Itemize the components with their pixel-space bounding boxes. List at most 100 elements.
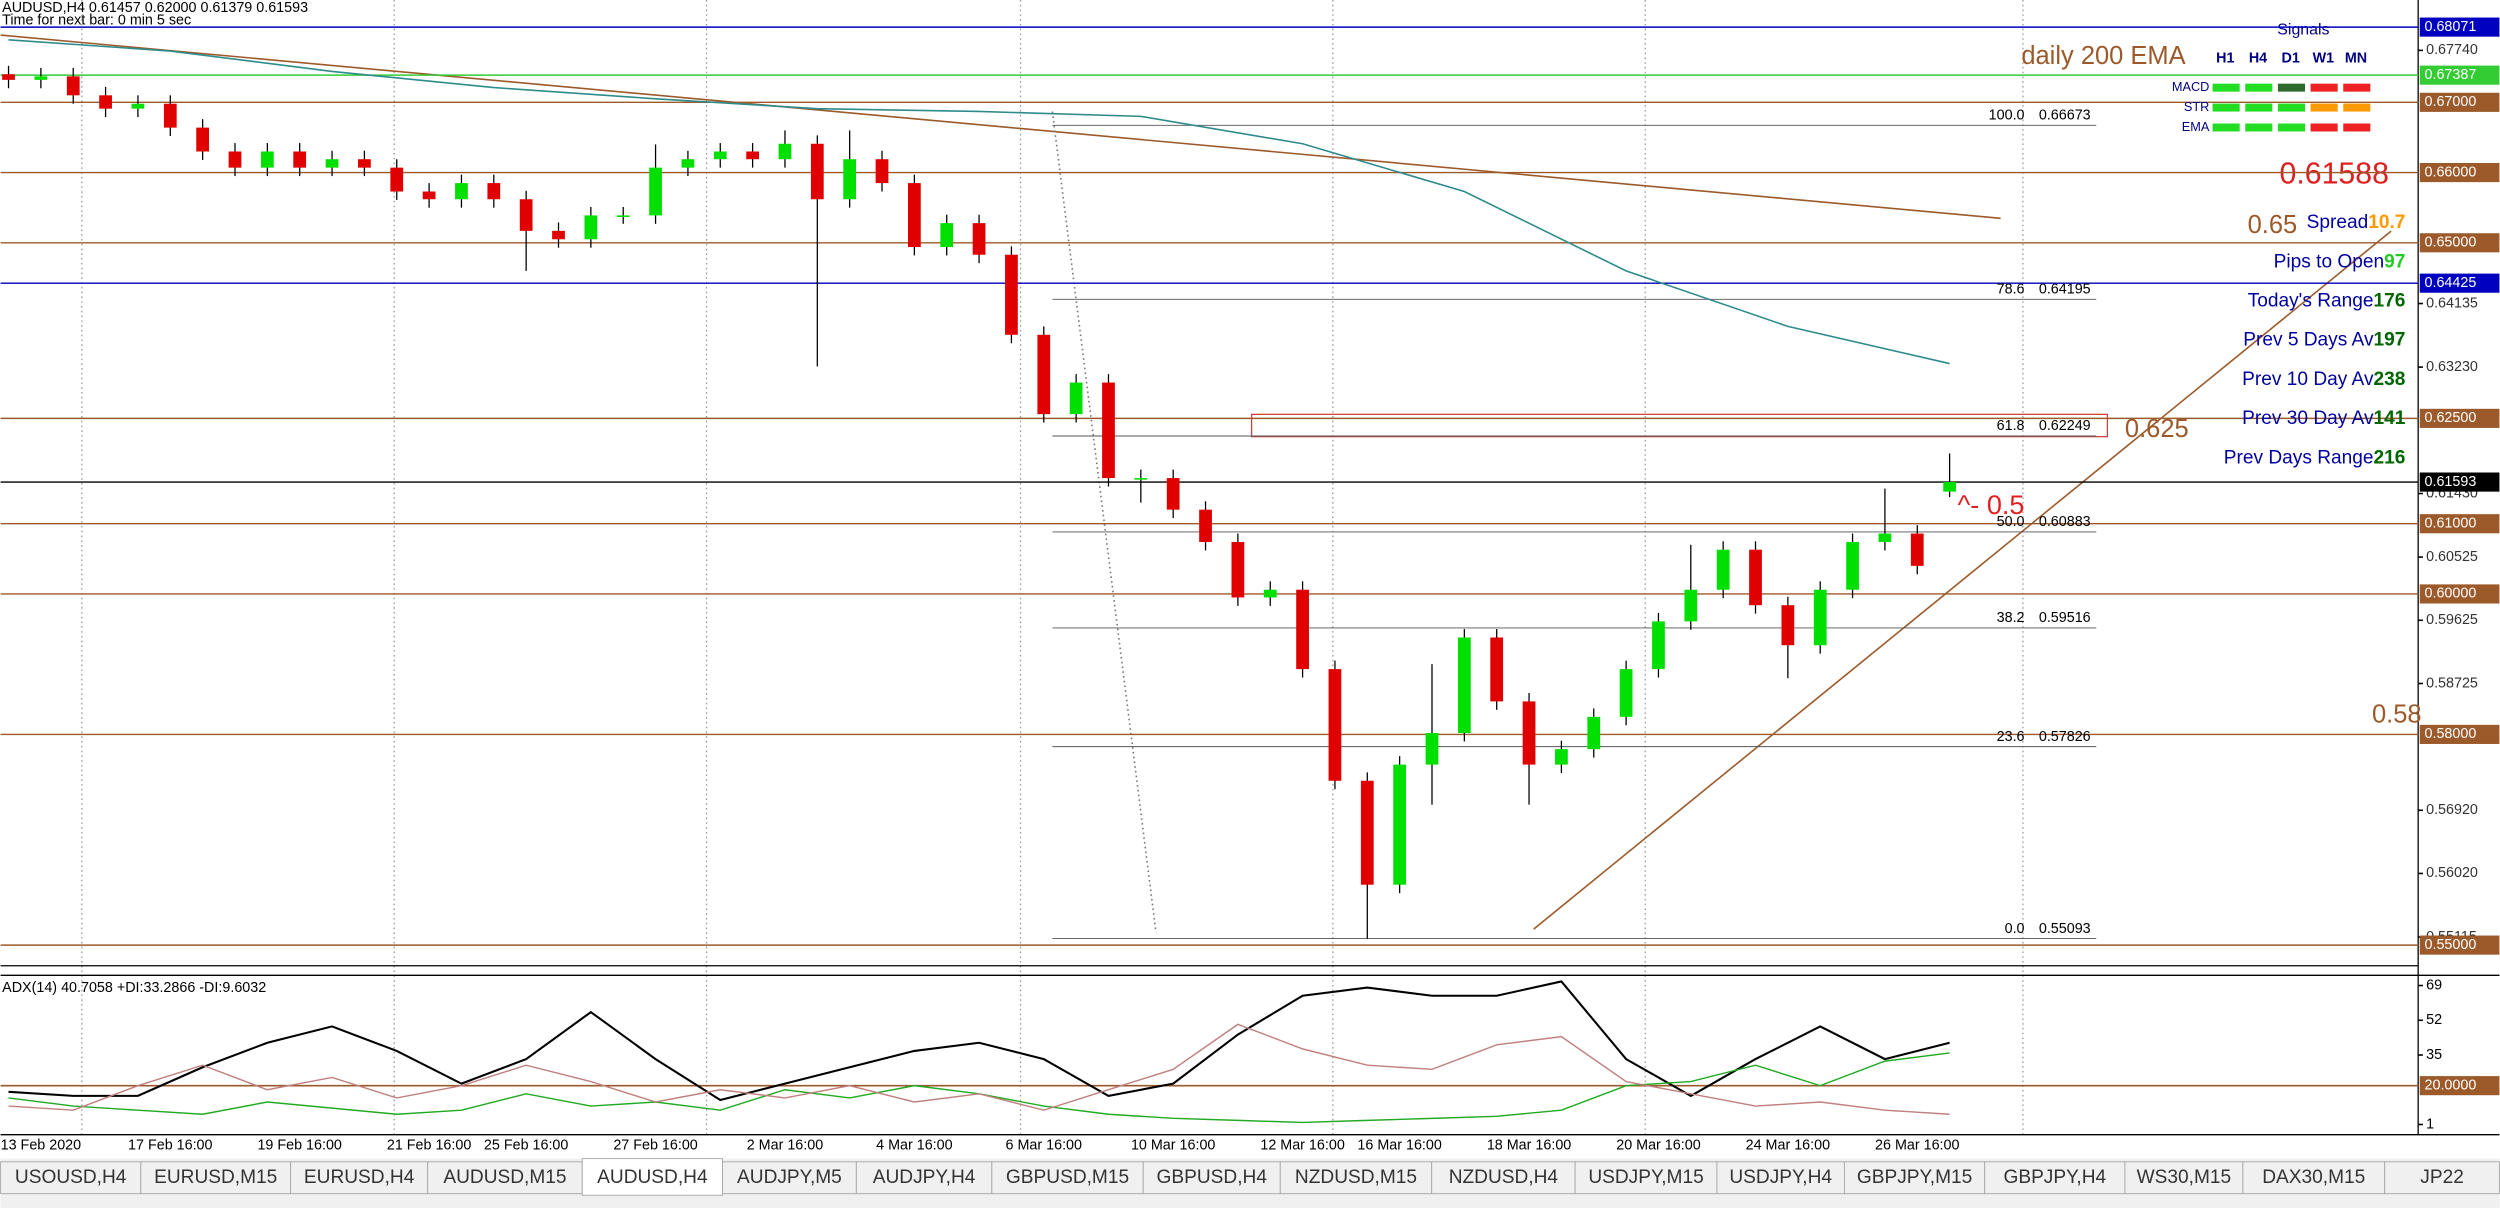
level-label: 0.66000	[2425, 164, 2477, 180]
candle-body	[1199, 509, 1212, 542]
tab[interactable]	[722, 1161, 857, 1195]
signal-box	[2212, 83, 2240, 92]
candle-body	[1425, 733, 1439, 765]
tab[interactable]	[427, 1161, 583, 1195]
tab-label[interactable]: AUDUSD,M15	[443, 1167, 566, 1188]
tab[interactable]	[1279, 1161, 1433, 1195]
candle-body	[1587, 716, 1601, 750]
tab[interactable]	[991, 1161, 1144, 1195]
tab-label[interactable]: GBPUSD,H4	[1157, 1167, 1268, 1188]
tab-label[interactable]: NZDUSD,M15	[1295, 1167, 1417, 1188]
signal-box	[2245, 103, 2273, 112]
x-tick-label: 18 Mar 16:00	[1487, 1138, 1571, 1154]
tab[interactable]	[2242, 1161, 2386, 1195]
y-tick-label: 0.64135	[2426, 295, 2478, 311]
tab[interactable]	[855, 1161, 993, 1195]
candle-body	[487, 183, 501, 200]
fib-price: 0.59516	[2039, 610, 2091, 626]
level-label: 0.60000	[2425, 586, 2477, 602]
candle-body	[1878, 533, 1892, 542]
tab[interactable]	[1142, 1161, 1281, 1195]
ema-line	[8, 39, 1950, 365]
tab[interactable]	[2124, 1161, 2244, 1195]
tab[interactable]	[1574, 1161, 1718, 1195]
tab-label[interactable]: GBPUSD,M15	[1006, 1167, 1129, 1188]
candle-body	[1943, 482, 1956, 492]
tab-label[interactable]: AUDUSD,H4	[597, 1167, 708, 1188]
level-box	[2419, 92, 2500, 112]
candle-body	[455, 183, 468, 200]
x-tick-label: 13 Feb 2020	[1, 1138, 81, 1154]
fib-price: 0.57826	[2039, 729, 2091, 745]
annotation: ^- 0.5	[1958, 489, 2025, 520]
candle-body	[1166, 478, 1180, 510]
candle-body	[1134, 478, 1148, 480]
x-tick-label: 17 Feb 16:00	[128, 1138, 212, 1154]
info-label: Prev Days Range	[2224, 447, 2374, 468]
candle-body	[649, 167, 662, 216]
adx-level-box	[2419, 1076, 2500, 1096]
candle-body	[293, 151, 307, 168]
fib-level: 50.0	[1997, 514, 2025, 530]
tab-label[interactable]: GBPJPY,H4	[2003, 1167, 2106, 1188]
annotation: 0.625	[2125, 415, 2189, 443]
x-tick-label: 2 Mar 16:00	[747, 1138, 823, 1154]
signal-row: STR	[2184, 99, 2209, 114]
tab[interactable]	[1431, 1161, 1576, 1195]
level-label: 0.64425	[2425, 275, 2477, 291]
x-tick-label: 19 Feb 16:00	[257, 1138, 341, 1154]
fib-level: 100.0	[1989, 108, 2025, 124]
fib-price: 0.66673	[2039, 108, 2091, 124]
tab-label[interactable]: DAX30,M15	[2262, 1167, 2365, 1188]
candle-body	[358, 159, 371, 168]
zone-box	[1250, 413, 2109, 438]
level-label: 0.62500	[2425, 410, 2477, 426]
candle-body	[1069, 382, 1083, 415]
tab-label[interactable]: JP22	[2420, 1167, 2464, 1188]
fib-level: 61.8	[1997, 418, 2025, 434]
y-tick-label: 0.67740	[2426, 42, 2478, 58]
signal-box	[2277, 83, 2306, 92]
candle-body	[810, 143, 824, 200]
symbol-line: AUDUSD,H4 0.61457 0.62000 0.61379 0.6159…	[2, 0, 308, 16]
y-tick-label: 0.59625	[2426, 612, 2478, 628]
level-label: 0.67000	[2425, 94, 2477, 110]
tab[interactable]	[140, 1161, 292, 1195]
info-value: 197	[2374, 330, 2406, 351]
tab-label[interactable]: NZDUSD,H4	[1449, 1167, 1559, 1188]
candle-body	[1716, 549, 1730, 590]
level-box	[2419, 408, 2500, 428]
tab[interactable]	[1843, 1161, 1986, 1195]
level-box	[2419, 17, 2500, 37]
tab[interactable]	[1716, 1161, 1845, 1195]
x-tick-label: 10 Mar 16:00	[1131, 1138, 1215, 1154]
signals-title: Signals	[2277, 21, 2329, 38]
y-tick-label: 0.58725	[2426, 675, 2478, 691]
tab-label[interactable]: USDJPY,M15	[1588, 1167, 1703, 1188]
tab-label[interactable]: GBPJPY,M15	[1857, 1167, 1972, 1188]
tab[interactable]	[0, 1161, 142, 1195]
fib-price: 0.55093	[2039, 921, 2091, 937]
candle-body	[1328, 669, 1342, 781]
level-box	[2419, 724, 2500, 744]
signal-box	[2212, 103, 2240, 112]
tab-label[interactable]: EURUSD,H4	[304, 1167, 415, 1188]
x-tick-label: 27 Feb 16:00	[613, 1138, 697, 1154]
tab[interactable]	[2384, 1161, 2500, 1195]
tab-label[interactable]: AUDJPY,H4	[873, 1167, 976, 1188]
tab[interactable]	[1984, 1161, 2126, 1195]
info-row: Prev Days Range216	[2224, 447, 2406, 468]
candle-body	[325, 159, 339, 168]
tab-label[interactable]: EURUSD,M15	[154, 1167, 277, 1188]
signal-column: W1	[2313, 51, 2335, 67]
tab-label[interactable]: USOUSD,H4	[15, 1167, 127, 1188]
fib-price: 0.64195	[2039, 282, 2091, 298]
tab-label[interactable]: AUDJPY,M5	[737, 1167, 842, 1188]
info-value: 216	[2374, 447, 2406, 468]
adx-tick-label: 52	[2426, 1012, 2442, 1028]
candle-body	[1846, 541, 1859, 590]
tab[interactable]	[290, 1161, 429, 1195]
signal-box	[2277, 103, 2306, 112]
tab-label[interactable]: USDJPY,H4	[1729, 1167, 1832, 1188]
tab-label[interactable]: WS30,M15	[2137, 1167, 2232, 1188]
